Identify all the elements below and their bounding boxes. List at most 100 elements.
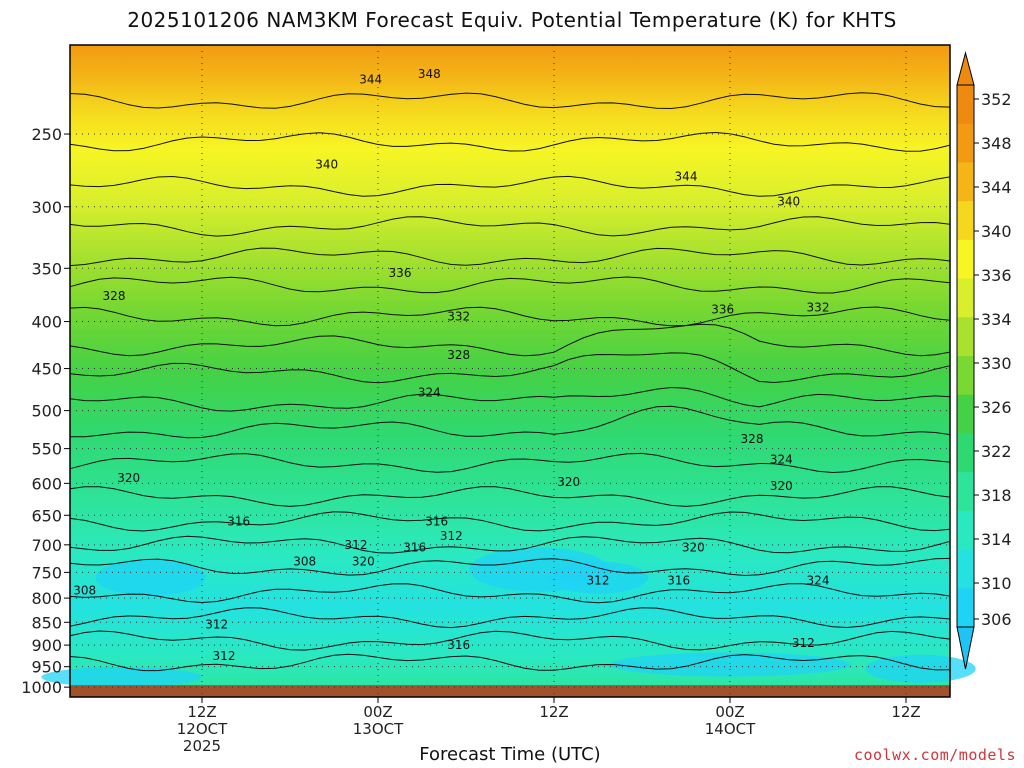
contour-line <box>69 92 951 110</box>
contour-label: 344 <box>675 169 698 183</box>
contour-line <box>69 486 951 507</box>
x-tick-label: 2025 <box>183 737 221 755</box>
colorbar-segment <box>957 317 974 357</box>
ground-fill <box>70 685 950 697</box>
contour-label: 328 <box>103 289 126 303</box>
colorbar-segment <box>957 549 974 589</box>
colorbar-tick-label: 344 <box>981 178 1012 197</box>
contour-label: 312 <box>213 649 236 663</box>
contour-label: 336 <box>711 302 734 316</box>
colorbar-tick-label: 306 <box>981 610 1012 629</box>
colorbar-segment <box>957 239 974 280</box>
y-tick-label: 700 <box>31 536 62 555</box>
contour-line <box>69 452 951 474</box>
contour-label: 320 <box>117 471 140 485</box>
y-tick-label: 500 <box>31 402 62 421</box>
credit-text: coolwx.com/models <box>853 746 1016 764</box>
contour-label: 312 <box>792 636 815 650</box>
x-tick-label: 12Z <box>891 703 920 721</box>
y-tick-label: 950 <box>31 658 62 677</box>
y-tick-label: 300 <box>31 198 62 217</box>
y-tick-label: 800 <box>31 589 62 608</box>
colorbar-frame <box>956 84 975 628</box>
cold-pocket <box>95 559 206 596</box>
contour-label: 320 <box>352 555 375 569</box>
x-axis-label: Forecast Time (UTC) <box>419 744 601 765</box>
contour-line <box>69 306 951 327</box>
contour-line <box>69 653 951 672</box>
contour-label: 328 <box>741 432 764 446</box>
contour-label: 320 <box>557 475 580 489</box>
contour-label: 312 <box>587 573 610 587</box>
contour-label: 316 <box>403 541 426 555</box>
y-tick-label: 1000 <box>21 678 62 697</box>
colorbar-segment <box>957 162 974 202</box>
y-tick-label: 750 <box>31 563 62 582</box>
y-tick-label: 250 <box>31 125 62 144</box>
cold-pocket <box>548 561 648 594</box>
plot-frame <box>69 44 951 698</box>
theta-e-shading <box>70 45 950 697</box>
colorbar-segment <box>957 588 974 628</box>
x-tick-label: 14OCT <box>705 720 756 738</box>
y-tick-label: 850 <box>31 613 62 632</box>
contour-label: 316 <box>425 514 448 528</box>
contour-label: 312 <box>440 529 463 543</box>
contour-label: 332 <box>447 310 470 324</box>
y-tick-label: 600 <box>31 474 62 493</box>
x-tick-label: 00Z <box>363 703 392 721</box>
x-tick-label: 12Z <box>539 703 568 721</box>
colorbar-segment <box>957 472 974 512</box>
contour-line <box>69 352 951 384</box>
contour-line <box>69 405 951 439</box>
y-tick-label: 350 <box>31 259 62 278</box>
contour-label: 340 <box>777 194 800 208</box>
colorbar-tick-label: 334 <box>981 310 1012 329</box>
contour-line <box>69 511 951 532</box>
contour-line <box>69 607 951 629</box>
contour-label: 316 <box>667 573 690 587</box>
y-tick-label: 400 <box>31 313 62 332</box>
contour-label: 328 <box>447 348 470 362</box>
contour-line <box>69 276 951 294</box>
contour-label: 344 <box>359 72 382 86</box>
colorbar-tick-label: 340 <box>981 222 1012 241</box>
contour-label: 324 <box>770 452 793 466</box>
contour-line <box>69 630 951 651</box>
colorbar-segment <box>957 201 974 241</box>
contour-line <box>69 386 951 412</box>
colorbar-tick-label: 318 <box>981 486 1012 505</box>
colorbar-segment <box>957 85 974 125</box>
y-tick-label: 550 <box>31 440 62 459</box>
colorbar-segment <box>957 394 974 434</box>
contour-label: 340 <box>315 158 338 172</box>
contour-label: 312 <box>345 538 368 552</box>
contour-line <box>69 247 951 267</box>
contour-line <box>69 323 951 357</box>
colorbar-segment <box>957 123 974 163</box>
contour-line <box>69 216 951 237</box>
colorbar-segment <box>957 510 974 551</box>
colorbar-tick-label: 352 <box>981 90 1012 109</box>
contour-line <box>69 583 951 604</box>
cold-pocket <box>41 667 202 688</box>
contour-label: 332 <box>807 300 830 314</box>
contour-label: 324 <box>418 386 441 400</box>
contour-label: 348 <box>418 67 441 81</box>
contour-label: 308 <box>293 555 316 569</box>
y-tick-label: 450 <box>31 360 62 379</box>
contour-label: 308 <box>73 584 96 598</box>
contour-label: 320 <box>682 541 705 555</box>
contour-label: 312 <box>205 618 228 632</box>
chart-title: 2025101206 NAM3KM Forecast Equiv. Potent… <box>127 8 897 32</box>
colorbar-tick-label: 310 <box>981 574 1012 593</box>
contour-label: 316 <box>447 638 470 652</box>
x-tick-label: 12Z <box>187 703 216 721</box>
contour-label: 324 <box>807 573 830 587</box>
contour-line <box>69 535 951 554</box>
cold-pocket <box>865 654 976 683</box>
y-tick-label: 650 <box>31 506 62 525</box>
y-tick-label: 900 <box>31 636 62 655</box>
contour-label: 316 <box>227 514 250 528</box>
